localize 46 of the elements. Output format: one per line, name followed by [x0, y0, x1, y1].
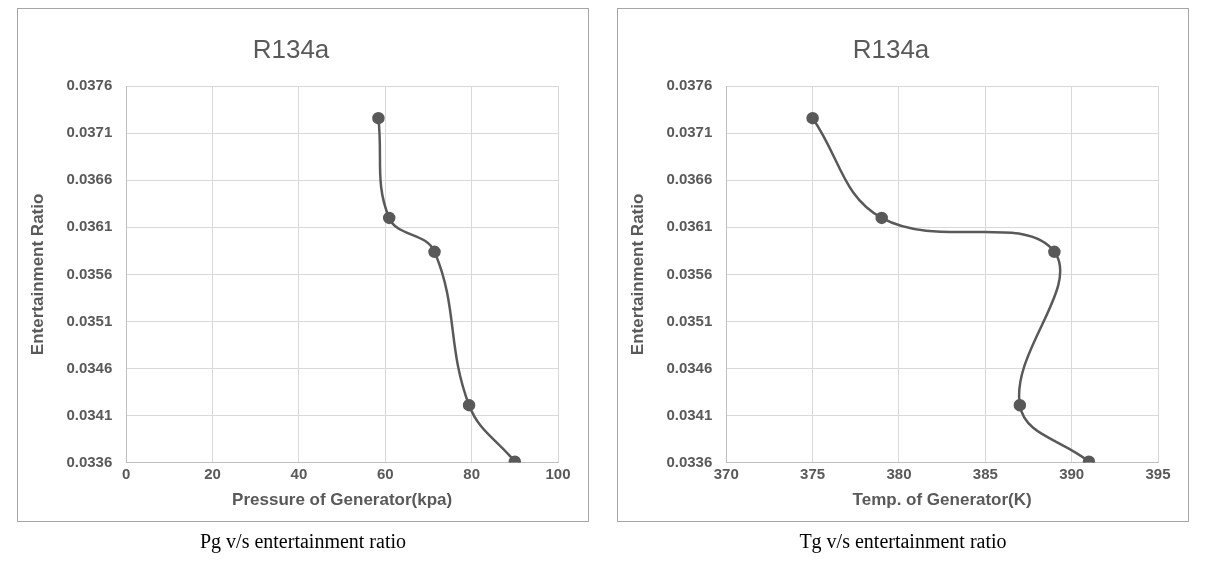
y-tick-label: 0.0351	[666, 311, 713, 329]
x-tick-label: 395	[1145, 464, 1171, 482]
y-axis-title: Entertainment Ratio	[27, 193, 47, 356]
chart-title: R134a	[252, 33, 330, 64]
x-tick-label: 380	[886, 464, 912, 482]
y-tick-label: 0.0366	[666, 170, 713, 188]
y-tick-label: 0.0371	[666, 123, 713, 141]
y-tick-label: 0.0346	[666, 358, 713, 376]
chart-title: R134a	[852, 33, 930, 64]
y-tick-label: 0.0341	[666, 405, 713, 423]
x-axis-title: Pressure of Generator(kpa)	[232, 490, 453, 510]
y-tick-label: 0.0351	[66, 311, 113, 329]
x-tick-label: 370	[713, 464, 739, 482]
y-tick-label: 0.0341	[66, 405, 113, 423]
y-tick-label: 0.0346	[66, 358, 113, 376]
point	[1013, 398, 1027, 412]
y-tick-label: 0.0356	[66, 264, 113, 282]
point	[875, 211, 888, 225]
y-tick-label: 0.0336	[66, 452, 113, 470]
y-tick-label: 0.0356	[666, 264, 713, 282]
y-tick-label: 0.0376	[666, 76, 713, 94]
x-axis-title: Temp. of Generator(K)	[852, 490, 1032, 510]
y-tick-label: 0.0371	[66, 123, 113, 141]
y-tick-label: 0.0361	[666, 217, 713, 235]
point	[372, 111, 385, 125]
y-tick-label: 0.0366	[66, 170, 113, 188]
point	[382, 211, 396, 225]
y-tick-label: 0.0336	[666, 452, 713, 470]
y-tick-label: 0.0376	[66, 76, 113, 94]
x-tick-label: 390	[1059, 464, 1085, 482]
point	[462, 398, 476, 412]
x-tick-label: 40	[290, 464, 308, 482]
point	[428, 245, 441, 259]
point	[806, 111, 819, 125]
x-tick-label: 20	[204, 464, 221, 482]
point	[1048, 245, 1061, 259]
text: Pg v/s entertainment ratio	[199, 530, 407, 553]
x-tick-label: 80	[463, 464, 480, 482]
x-tick-label: 385	[972, 464, 998, 482]
x-tick-label: 0	[122, 464, 131, 482]
y-tick-label: 0.0361	[66, 217, 113, 235]
x-tick-label: 375	[800, 464, 826, 482]
y-axis-title: Entertainment Ratio	[627, 193, 647, 356]
text: Tg v/s entertainment ratio	[799, 530, 1007, 553]
x-tick-label: 60	[376, 464, 394, 482]
x-tick-label: 100	[545, 464, 571, 482]
